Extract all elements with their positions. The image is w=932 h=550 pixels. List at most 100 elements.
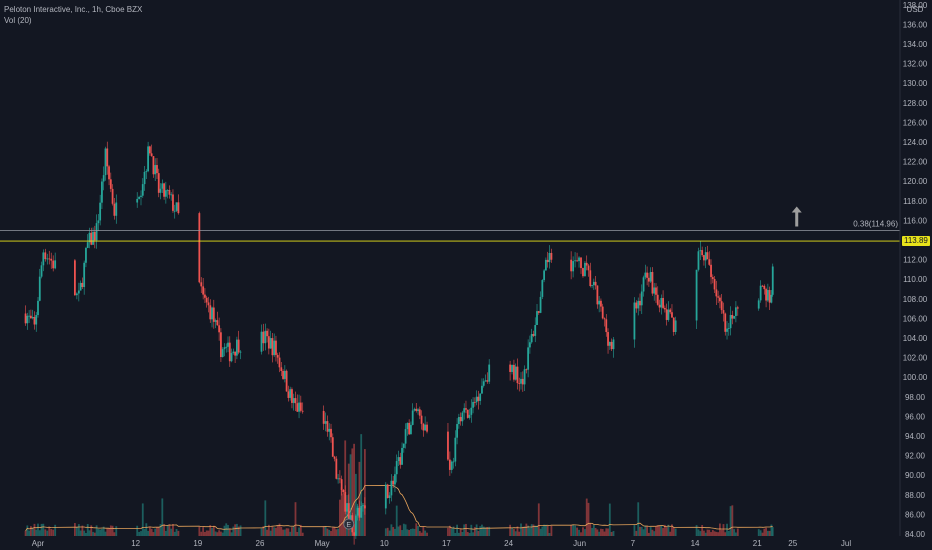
candle-body: [472, 401, 474, 408]
earnings-e-icon[interactable]: E: [343, 518, 355, 530]
volume-bar: [418, 531, 421, 536]
volume-bar: [111, 525, 114, 536]
candle-body: [390, 480, 393, 496]
candle-body: [582, 268, 584, 277]
volume-bar: [525, 523, 528, 536]
volume-bar: [411, 528, 414, 536]
candle-body: [649, 271, 652, 282]
time-axis[interactable]: Apr 12 19 26 May 10 17 24 Jun 7 14 21 25 Jul: [32, 539, 852, 548]
volume-bar: [671, 524, 673, 536]
volume-bar: [653, 531, 656, 536]
volume-bar: [454, 532, 457, 536]
candle-body: [77, 290, 80, 294]
volume-bar: [727, 530, 730, 536]
candle-body: [386, 484, 389, 499]
time-tick-label: 21: [753, 539, 762, 548]
candle-body: [344, 492, 347, 512]
volume-bar: [164, 530, 167, 536]
price-tick-label: 130.00: [903, 79, 928, 88]
volume-bar: [608, 503, 611, 536]
candle-body: [42, 252, 45, 266]
candle-body: [488, 364, 491, 382]
candle-body: [574, 260, 576, 262]
candle-body: [596, 285, 599, 305]
candle-body: [166, 190, 169, 191]
candle-body: [763, 285, 766, 290]
candle-body: [273, 340, 276, 356]
volume-bar: [299, 524, 302, 536]
candle-body: [541, 280, 544, 297]
price-tick-label: 84.00: [905, 530, 926, 539]
candle-body: [521, 378, 524, 385]
volume-bar: [729, 506, 732, 536]
candle-body: [550, 252, 553, 260]
volume-bar: [52, 529, 55, 536]
candle-body: [671, 312, 673, 318]
candle-body: [719, 297, 721, 302]
candle-body: [216, 320, 219, 326]
volume-bar: [145, 523, 148, 536]
candle-body: [570, 259, 573, 272]
volume-bar: [26, 525, 29, 536]
candle-body: [710, 264, 712, 278]
candle-body: [529, 342, 531, 348]
volume-bar: [354, 473, 357, 536]
volume-bar: [402, 523, 405, 536]
candle-body: [479, 393, 482, 401]
volume-bar: [48, 526, 51, 536]
volume-bar: [406, 529, 409, 536]
candle-body: [610, 341, 613, 350]
volume-bar: [580, 532, 582, 536]
candle-body: [708, 259, 711, 265]
candle-body: [663, 307, 666, 310]
volume-bar: [216, 532, 219, 536]
volume-bar: [157, 527, 160, 536]
candle-body: [40, 265, 43, 277]
candle-body: [527, 347, 530, 370]
volume-bar: [358, 461, 361, 536]
candle-body: [601, 306, 604, 319]
candle-body: [299, 402, 302, 411]
volume-indicator-title[interactable]: Vol (20): [4, 16, 32, 25]
volume-bar: [637, 502, 640, 536]
volume-bar: [269, 530, 272, 536]
symbol-title[interactable]: Peloton Interactive, Inc., 1h, Cboe BZX: [4, 5, 143, 14]
volume-bar: [481, 524, 483, 536]
volume-bar: [301, 532, 304, 536]
volume-bar: [399, 525, 402, 536]
volume-bar: [273, 527, 276, 536]
candle-body: [145, 171, 148, 172]
volume-bar: [733, 529, 736, 536]
candle-body: [163, 183, 165, 197]
candle-body: [727, 328, 730, 329]
candle-body: [465, 408, 467, 410]
earnings-letter: E: [346, 522, 351, 529]
candle-body: [486, 380, 489, 382]
candle-body: [296, 403, 299, 412]
volume-bar: [227, 524, 229, 536]
up-arrow-icon[interactable]: [791, 206, 802, 227]
volume-bar: [73, 523, 76, 536]
candle-body: [156, 165, 158, 174]
candle-body: [701, 250, 704, 256]
candle-body: [642, 277, 645, 292]
candle-body: [354, 515, 357, 536]
candle-body: [532, 334, 535, 336]
price-axis[interactable]: 84.00 86.00 88.00 90.00 92.00 94.00 96.00 98.00…: [903, 1, 928, 539]
candle-body: [397, 457, 400, 462]
price-tick-label: 92.00: [905, 452, 926, 461]
volume-bar: [534, 525, 537, 536]
candle-body: [530, 334, 533, 343]
time-tick-label: 19: [193, 539, 202, 548]
candle-body: [482, 381, 485, 386]
time-tick-label: 7: [631, 539, 636, 548]
volume-bar: [33, 523, 36, 536]
candle-body: [340, 479, 343, 490]
volume-bar: [278, 523, 281, 536]
volume-bar: [104, 531, 107, 536]
candle-body: [280, 367, 283, 372]
volume-bar: [95, 525, 98, 536]
candle-body: [46, 258, 49, 260]
candle-body: [511, 364, 513, 372]
